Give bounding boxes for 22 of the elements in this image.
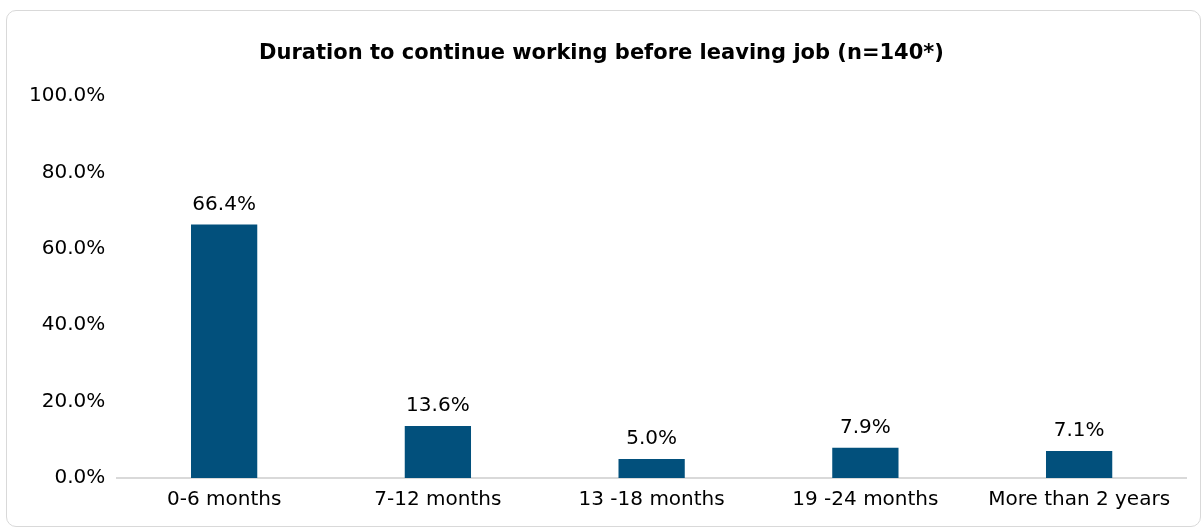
bar [191, 224, 258, 478]
y-tick-label: 20.0% [41, 387, 106, 412]
data-label: 13.6% [406, 392, 470, 417]
x-tick-label: 0-6 months [166, 486, 282, 511]
chart-title: Duration to continue working before leaving job (n=140*) [259, 40, 944, 65]
data-label: 7.9% [839, 414, 891, 439]
x-tick-label: More than 2 years [988, 486, 1171, 511]
y-tick-label: 0.0% [54, 464, 106, 489]
bar [618, 458, 685, 478]
y-tick-label: 60.0% [41, 235, 106, 260]
x-tick-label: 13 -18 months [578, 486, 725, 511]
bar [1045, 450, 1113, 478]
data-label: 66.4% [192, 190, 256, 215]
bar [832, 447, 899, 478]
y-tick-label: 40.0% [41, 311, 106, 336]
data-label: 5.0% [626, 425, 678, 450]
x-tick-label: 7-12 months [374, 486, 502, 511]
x-tick-label: 19 -24 months [792, 486, 939, 511]
y-tick-label: 80.0% [41, 158, 106, 183]
bar [404, 426, 472, 478]
y-tick-label: 100.0% [28, 82, 106, 107]
data-label: 7.1% [1053, 417, 1105, 442]
